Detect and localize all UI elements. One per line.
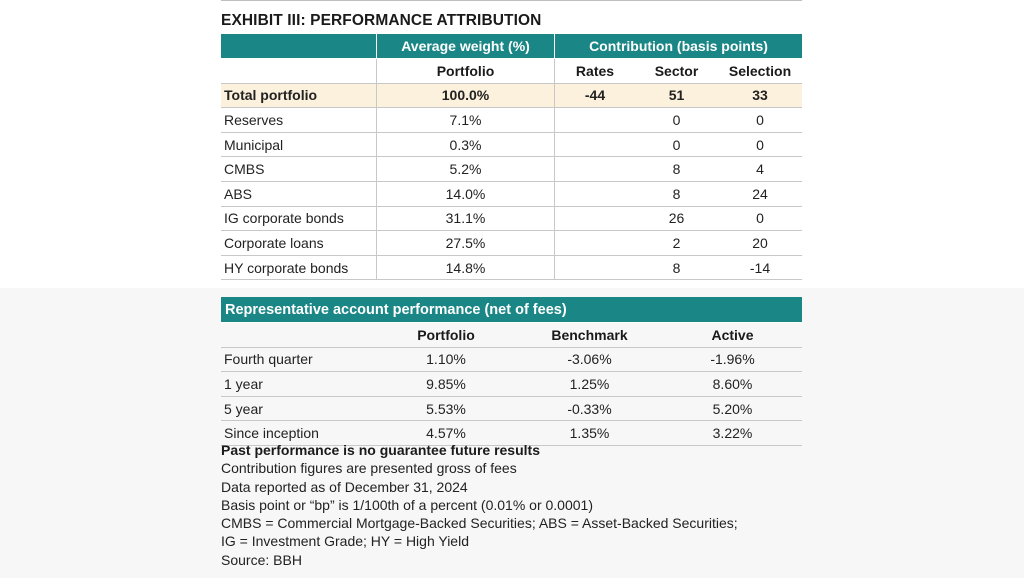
cell-selection: 33 (752, 87, 768, 104)
cell-rates: -44 (554, 83, 635, 108)
attribution-table: Average weight (%) Contribution (basis p… (221, 34, 802, 281)
table-row: Since inception 4.57% 1.35% 3.22% (221, 421, 802, 446)
cell-sector: 0 (672, 136, 681, 153)
disclaimer: Past performance is no guarantee future … (221, 442, 540, 458)
cell-rates (554, 181, 635, 206)
header-contribution: Contribution (basis points) (554, 34, 802, 58)
cell-active: 8.60% (712, 375, 753, 392)
cell-portfolio: 4.57% (426, 425, 466, 442)
cell-selection: 0 (756, 136, 764, 153)
row-label: Corporate loans (224, 234, 324, 251)
table-row: 1 year 9.85% 1.25% 8.60% (221, 372, 802, 397)
row-label: HY corporate bonds (224, 259, 349, 276)
cell-rates (554, 255, 635, 280)
row-label: 5 year (224, 400, 263, 417)
total-row: Total portfolio 100.0% -44 51 33 (221, 83, 802, 109)
cell-sector: 26 (668, 210, 685, 227)
cell-portfolio: 0.3% (376, 132, 554, 157)
footnote-line: Data reported as of December 31, 2024 (221, 478, 468, 495)
cell-selection: 24 (752, 185, 768, 202)
performance-header-row: Portfolio Benchmark Active (221, 323, 802, 348)
cell-sector: 8 (672, 161, 681, 178)
cell-portfolio: 9.85% (426, 375, 466, 392)
row-label: ABS (224, 185, 253, 202)
sub-header-selection: Selection (728, 62, 792, 79)
exhibit-title: EXHIBIT III: PERFORMANCE ATTRIBUTION (221, 0, 802, 34)
cell-portfolio: 5.2% (376, 157, 554, 181)
table-row: Municipal 0.3% 0 0 (221, 132, 802, 158)
cell-rates (554, 231, 635, 255)
cell-selection: 0 (756, 111, 764, 128)
row-label: Municipal (224, 136, 284, 153)
row-label: Fourth quarter (224, 351, 313, 368)
table-row: Reserves 7.1% 0 0 (221, 108, 802, 133)
row-label: Total portfolio (224, 87, 318, 104)
cell-selection: 20 (752, 234, 768, 251)
cell-rates (554, 108, 635, 132)
cell-active: 5.20% (712, 400, 753, 417)
header-blank (221, 34, 376, 58)
cell-selection: 4 (756, 161, 764, 178)
cell-sector: 8 (672, 185, 681, 202)
cell-portfolio: 14.0% (376, 181, 554, 206)
footnote-line: Contribution figures are presented gross… (221, 460, 517, 477)
cell-portfolio: 27.5% (376, 231, 554, 255)
row-label: 1 year (224, 375, 263, 392)
cell-portfolio: 5.53% (426, 400, 466, 417)
footnote-line: CMBS = Commercial Mortgage-Backed Securi… (221, 515, 738, 532)
cell-portfolio: 14.8% (376, 255, 554, 280)
cell-sector: 8 (672, 259, 681, 276)
cell-benchmark: -3.06% (567, 351, 612, 368)
cell-selection: -14 (749, 259, 771, 276)
header-active: Active (711, 326, 754, 343)
footnote-line: IG = Investment Grade; HY = High Yield (221, 533, 469, 550)
exhibit: EXHIBIT III: PERFORMANCE ATTRIBUTION Ave… (221, 0, 802, 281)
row-label: CMBS (224, 161, 265, 178)
header-blank (221, 323, 376, 347)
cell-portfolio: 31.1% (376, 206, 554, 231)
cell-active: -1.96% (710, 351, 755, 368)
header-average-weight: Average weight (%) (376, 34, 554, 58)
cell-selection: 0 (756, 210, 764, 227)
cell-portfolio: 7.1% (376, 108, 554, 132)
sub-header-portfolio: Portfolio (376, 59, 554, 83)
footnote-line: Basis point or “bp” is 1/100th of a perc… (221, 496, 593, 513)
table-row: 5 year 5.53% -0.33% 5.20% (221, 397, 802, 422)
row-label: Since inception (224, 425, 319, 442)
cell-active: 3.22% (712, 425, 753, 442)
footnotes: Past performance is no guarantee future … (221, 441, 821, 569)
table-row: HY corporate bonds 14.8% 8 -14 (221, 255, 802, 281)
cell-benchmark: 1.25% (569, 375, 610, 392)
cell-benchmark: 1.35% (569, 425, 610, 442)
cell-rates (554, 157, 635, 181)
sub-header-sector: Sector (654, 62, 699, 79)
cell-sector: 51 (668, 87, 685, 104)
cell-sector: 2 (672, 234, 681, 251)
table-row: CMBS 5.2% 8 4 (221, 157, 802, 182)
sub-header-blank (221, 59, 376, 83)
performance-title: Representative account performance (net … (221, 297, 802, 323)
lower-background (0, 288, 1024, 578)
sub-header-rates: Rates (554, 59, 635, 83)
cell-sector: 0 (672, 111, 681, 128)
cell-portfolio: 100.0% (376, 83, 554, 108)
row-label: IG corporate bonds (224, 210, 344, 227)
performance-table: Representative account performance (net … (221, 297, 802, 446)
header-benchmark: Benchmark (551, 326, 628, 343)
table-row: IG corporate bonds 31.1% 26 0 (221, 206, 802, 232)
sub-header-row: Portfolio Rates Sector Selection (221, 59, 802, 84)
table-row: ABS 14.0% 8 24 (221, 181, 802, 207)
row-label: Reserves (224, 111, 284, 128)
cell-benchmark: -0.33% (567, 400, 612, 417)
header-portfolio: Portfolio (417, 326, 475, 343)
group-header-row: Average weight (%) Contribution (basis p… (221, 34, 802, 59)
footnote-line: Source: BBH (221, 551, 302, 568)
cell-rates (554, 206, 635, 231)
table-row: Corporate loans 27.5% 2 20 (221, 231, 802, 256)
cell-portfolio: 1.10% (426, 351, 466, 368)
cell-rates (554, 132, 635, 157)
table-row: Fourth quarter 1.10% -3.06% -1.96% (221, 348, 802, 373)
